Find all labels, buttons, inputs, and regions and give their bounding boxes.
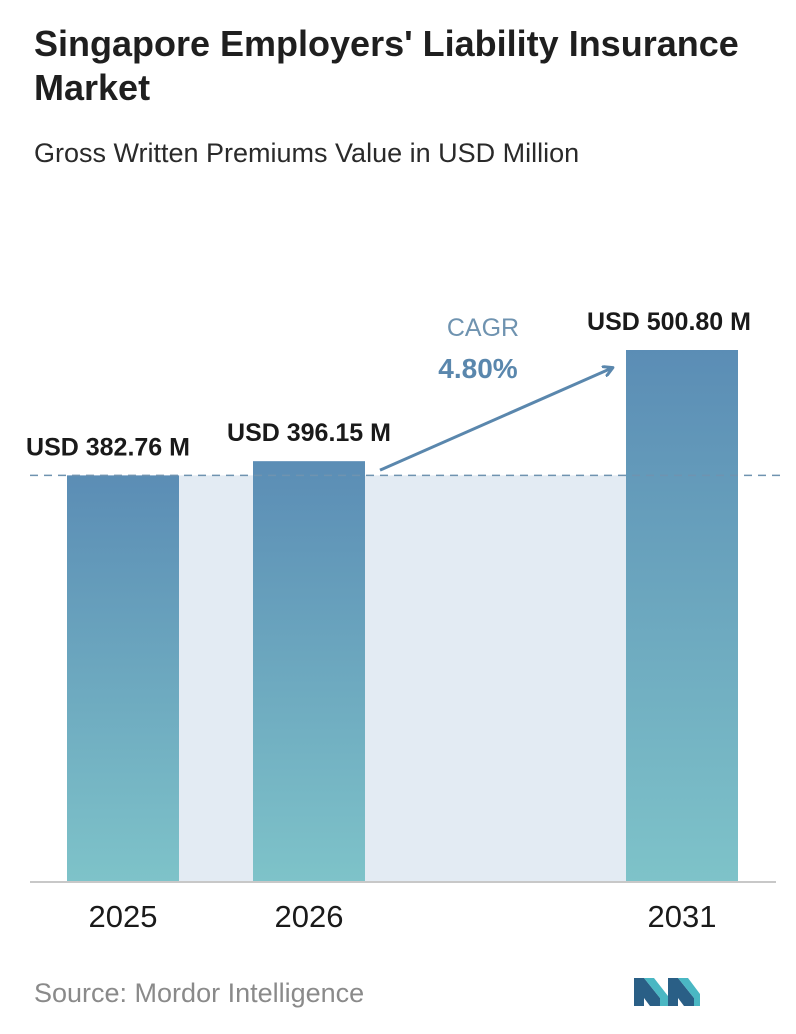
bar-chart: USD 382.76 M 2025 USD 396.15 M 2026 USD 500.…: [26, 308, 782, 934]
value-label-2031: USD 500.80 M: [587, 308, 751, 336]
cagr-label: CAGR: [447, 314, 519, 342]
labels-group: USD 382.76 M 2025 USD 396.15 M 2026 USD 500.…: [26, 308, 751, 934]
bar-2025: [67, 475, 179, 882]
cagr-value: 4.80%: [438, 353, 517, 384]
cagr-annotation: CAGR 4.80%: [379, 314, 612, 472]
chart-title: Singapore Employers' Liability Insurance…: [34, 23, 739, 108]
chart-subtitle: Gross Written Premiums Value in USD Mill…: [34, 138, 580, 168]
bar-2026: [253, 461, 365, 882]
x-tick-label-2025: 2025: [89, 899, 158, 934]
cagr-arrow: [379, 368, 612, 472]
x-tick-label-2026: 2026: [275, 899, 344, 934]
source-text: Source: Mordor Intelligence: [34, 978, 365, 1008]
bar-2031: [626, 350, 738, 882]
value-label-2026: USD 396.15 M: [227, 419, 391, 447]
mordor-intelligence-logo-icon: [634, 978, 700, 1006]
x-tick-label-2031: 2031: [648, 899, 717, 934]
bars-group: [67, 350, 738, 882]
value-label-2025: USD 382.76 M: [26, 433, 190, 461]
